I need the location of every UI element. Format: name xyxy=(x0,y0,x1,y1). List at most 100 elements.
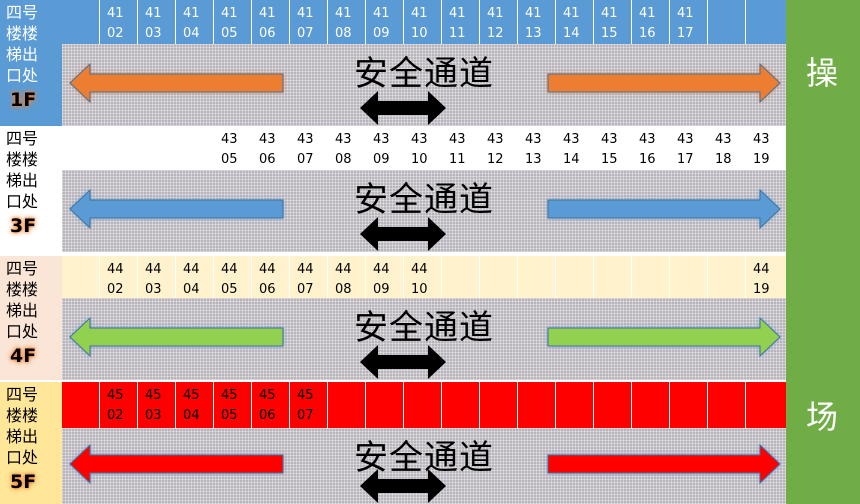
room-cell xyxy=(708,382,746,428)
room-cell: 44 09 xyxy=(366,256,404,298)
safety-corridor: 安全通道 xyxy=(62,298,786,380)
room-cell: 41 14 xyxy=(556,0,594,44)
room-cell xyxy=(480,382,518,428)
room-cell: 43 11 xyxy=(442,126,480,170)
room-cell xyxy=(480,256,518,298)
room-cell xyxy=(138,126,176,170)
room-cell: 44 08 xyxy=(328,256,366,298)
corridor-title: 安全通道 xyxy=(354,308,494,348)
room-cell: 45 03 xyxy=(138,382,176,428)
room-cell xyxy=(62,126,100,170)
right-arrow-icon xyxy=(547,443,781,485)
floor-number: 4F xyxy=(10,345,37,367)
room-cell: 44 10 xyxy=(404,256,442,298)
room-cell: 41 16 xyxy=(632,0,670,44)
room-cell: 41 06 xyxy=(252,0,290,44)
room-cell: 43 13 xyxy=(518,126,556,170)
room-cell: 44 03 xyxy=(138,256,176,298)
room-cell xyxy=(632,382,670,428)
room-cell: 43 05 xyxy=(214,126,252,170)
room-cell xyxy=(670,256,708,298)
floor-number: 3F xyxy=(10,215,37,237)
room-cell: 43 08 xyxy=(328,126,366,170)
room-cell xyxy=(670,382,708,428)
stair-exit-text: 四号 楼楼 梯出 口处 xyxy=(6,3,39,85)
right-arrow-icon xyxy=(547,316,781,358)
room-cell: 45 07 xyxy=(290,382,328,428)
double-arrow-icon xyxy=(360,217,446,251)
floor-1F: 四号 楼楼 梯出 口处 1F 41 02 41 03 41 04 41 05 41 06… xyxy=(0,0,786,126)
room-cell xyxy=(746,382,784,428)
room-cell: 43 14 xyxy=(556,126,594,170)
room-cell: 45 02 xyxy=(100,382,138,428)
room-cell: 44 02 xyxy=(100,256,138,298)
room-cell: 44 19 xyxy=(753,262,770,297)
room-row: 41 02 41 03 41 04 41 05 41 06 41 07 41 08 41 09… xyxy=(62,0,786,44)
playground-label-bottom: 场 xyxy=(806,398,839,436)
room-row: 44 02 44 03 44 04 44 05 44 06 44 07 44 08 44 09… xyxy=(62,256,786,298)
room-cell xyxy=(556,382,594,428)
stair-exit-text: 四号 楼楼 梯出 口处 xyxy=(6,259,39,341)
room-cell: 41 09 xyxy=(366,0,404,44)
room-cell: 41 11 xyxy=(442,0,480,44)
room-cell: 41 10 xyxy=(404,0,442,44)
room-cell xyxy=(556,256,594,298)
room-cell: 43 12 xyxy=(480,126,518,170)
room-cell: 45 05 xyxy=(214,382,252,428)
room-cell xyxy=(442,382,480,428)
room-cell xyxy=(594,382,632,428)
safety-corridor: 安全通道 xyxy=(62,44,786,126)
playground-sidebar: 操 场 xyxy=(786,0,860,504)
room-cell: 41 08 xyxy=(328,0,366,44)
room-cell xyxy=(328,382,366,428)
room-cell: 43 16 xyxy=(632,126,670,170)
room-cell xyxy=(632,256,670,298)
room-cell xyxy=(176,126,214,170)
room-cell xyxy=(100,126,138,170)
room-cell: 45 06 xyxy=(252,382,290,428)
floor-number: 1F xyxy=(10,89,37,111)
stair-exit-label: 四号 楼楼 梯出 口处 3F xyxy=(0,126,62,252)
double-arrow-icon xyxy=(360,345,446,379)
room-cell: 41 02 xyxy=(100,0,138,44)
room-cell: 43 15 xyxy=(594,126,632,170)
corridor-title: 安全通道 xyxy=(354,438,494,478)
floor-number: 5F xyxy=(10,471,37,493)
room-cell xyxy=(708,0,746,44)
room-cell xyxy=(518,256,556,298)
room-cell: 41 04 xyxy=(176,0,214,44)
room-cell: 43 19 xyxy=(753,132,770,167)
stair-exit-text: 四号 楼楼 梯出 口处 xyxy=(6,385,39,467)
room-cell: 43 07 xyxy=(290,126,328,170)
room-cell: 43 09 xyxy=(366,126,404,170)
floor-4F: 四号 楼楼 梯出 口处 4F 44 02 44 03 44 04 44 05 44 06… xyxy=(0,256,786,380)
room-cell: 44 06 xyxy=(252,256,290,298)
room-cell: 44 04 xyxy=(176,256,214,298)
safety-corridor: 安全通道 xyxy=(62,428,786,504)
room-cell: 43 18 xyxy=(708,126,746,170)
room-cell: 41 13 xyxy=(518,0,556,44)
room-cell xyxy=(442,256,480,298)
room-cell: 43 06 xyxy=(252,126,290,170)
double-arrow-icon xyxy=(360,91,446,125)
room-cell xyxy=(746,0,784,44)
room-cell: 43 10 xyxy=(404,126,442,170)
room-cell xyxy=(62,0,100,44)
room-row: 45 02 45 03 45 04 45 05 45 06 45 07 xyxy=(62,382,786,428)
room-cell: 41 12 xyxy=(480,0,518,44)
safety-corridor: 安全通道 xyxy=(62,170,786,252)
room-cell xyxy=(594,256,632,298)
room-cell: 41 15 xyxy=(594,0,632,44)
room-cell xyxy=(404,382,442,428)
room-cell xyxy=(366,382,404,428)
room-cell: 41 03 xyxy=(138,0,176,44)
room-cell xyxy=(708,256,746,298)
room-cell: 44 05 xyxy=(214,256,252,298)
stair-exit-text: 四号 楼楼 梯出 口处 xyxy=(6,129,39,211)
right-arrow-icon xyxy=(547,188,781,230)
stair-exit-label: 四号 楼楼 梯出 口处 4F xyxy=(0,256,62,380)
room-cell: 41 05 xyxy=(214,0,252,44)
corridor-title: 安全通道 xyxy=(354,54,494,94)
room-cell xyxy=(62,382,100,428)
right-arrow-icon xyxy=(547,62,781,104)
